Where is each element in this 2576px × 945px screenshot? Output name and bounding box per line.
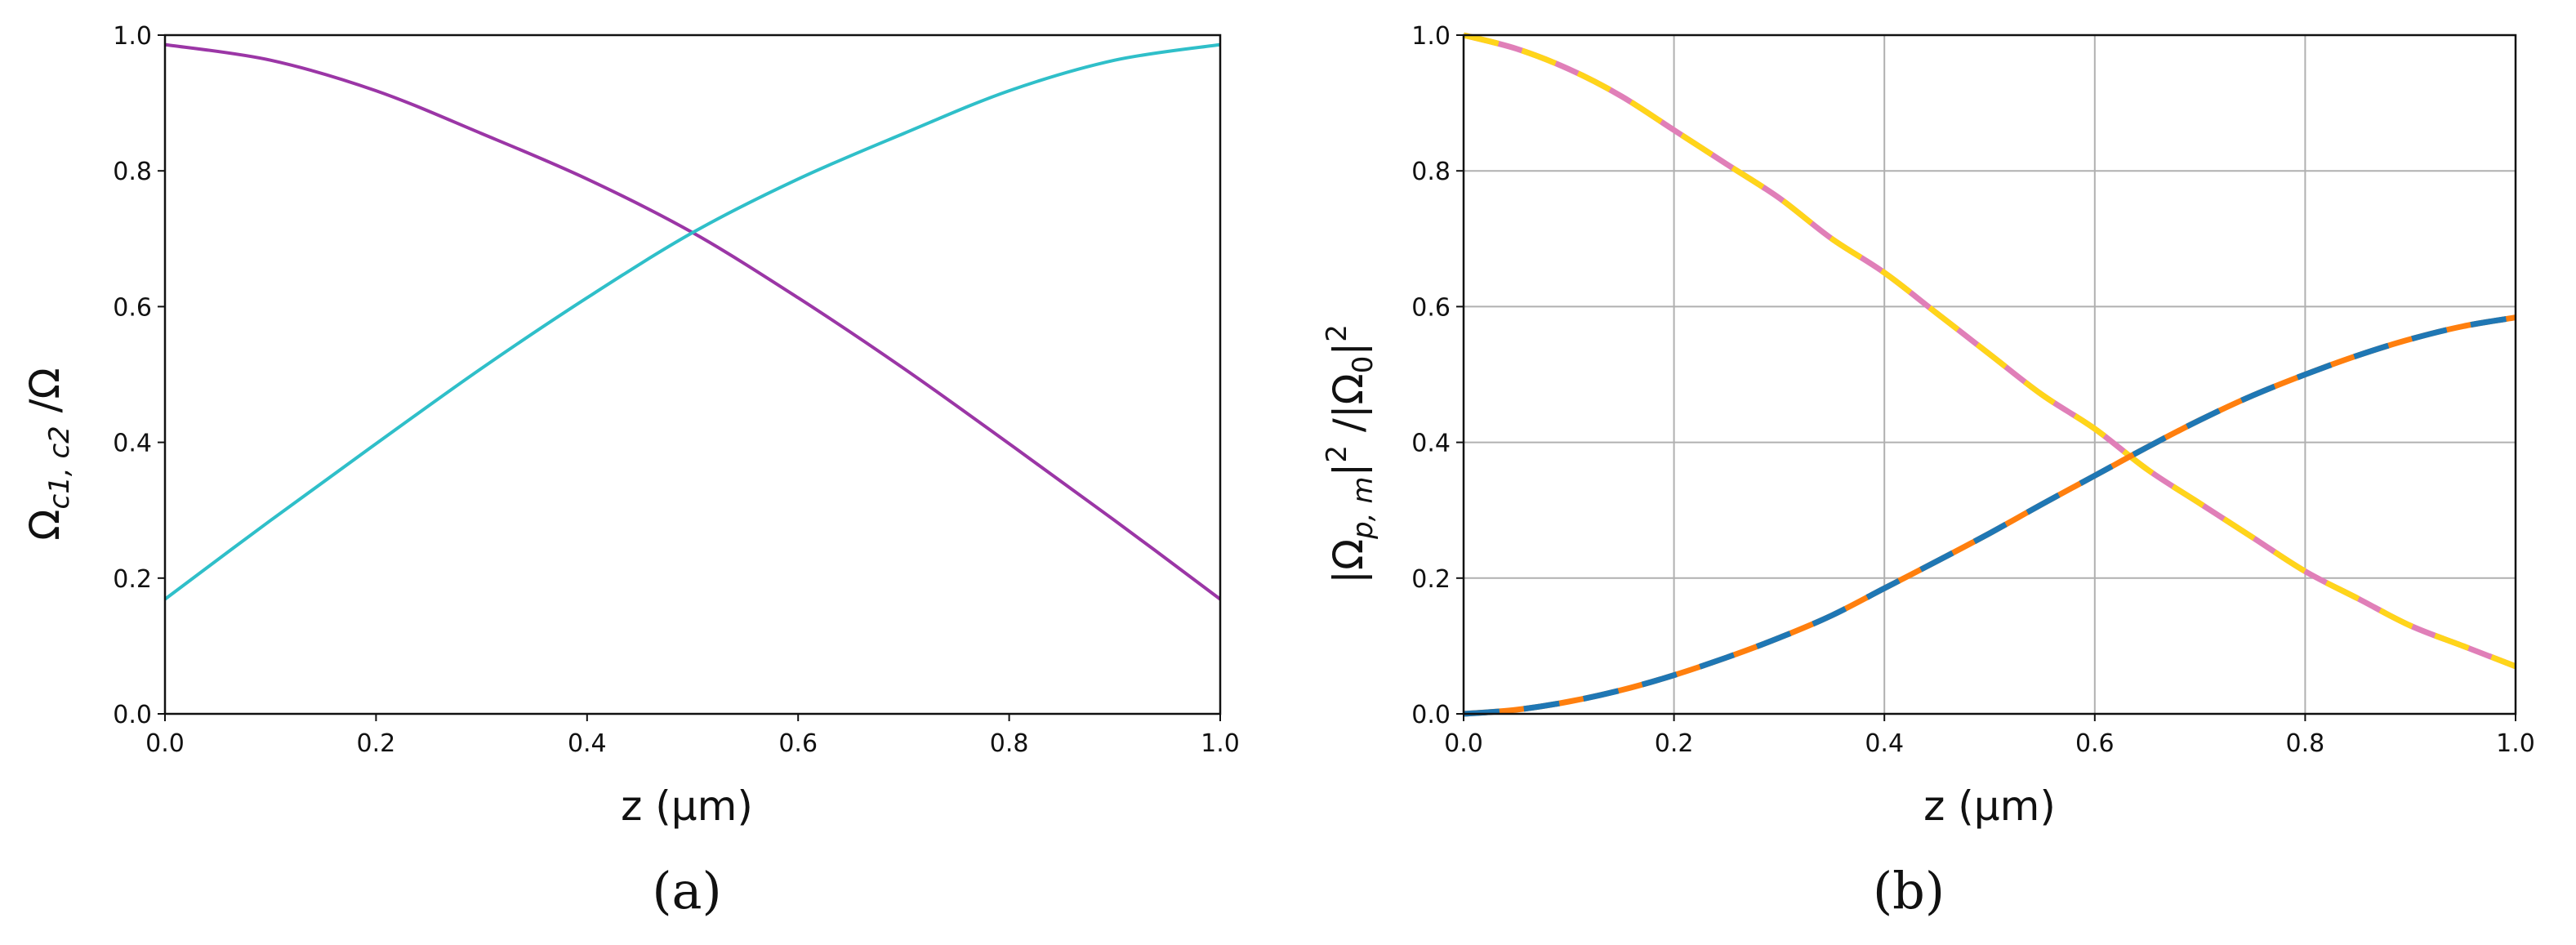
chart-b-panel-label: (b) (1873, 861, 1945, 920)
chart-b-grid (1463, 34, 2516, 715)
chart-b-xtick-label: 0.2 (1655, 729, 1694, 758)
chart-b-series-2-line (1463, 314, 2516, 717)
chart-b-ytick-label: 0.6 (1411, 293, 1451, 322)
chart-b-xlabel: z (μm) (1923, 782, 2056, 830)
chart-b-ytick-label: 0.8 (1411, 158, 1451, 186)
chart-a-xtick-label: 0.0 (145, 729, 185, 758)
chart-a-xtick-label: 0.4 (568, 729, 607, 758)
chart-b-ylabel-b: | (1325, 463, 1372, 477)
chart-a-ytick-label: 0.8 (113, 158, 152, 186)
chart-a-ytick-label: 1.0 (113, 22, 152, 51)
chart-panel-b: 0.0 0.2 0.4 0.6 0.8 1.0 0.0 0.2 0.4 0.6 0.8 1.0 |Ωp… (1321, 22, 2535, 920)
chart-a-ylabel-sub: c1, c2 (43, 426, 76, 509)
chart-a-xtick-label: 1.0 (1201, 729, 1240, 758)
chart-a-ytick-label: 0.6 (113, 293, 152, 322)
chart-b-series-lines (1463, 32, 2517, 717)
chart-a-ylabel: Ωc1, c2 /Ω (21, 368, 76, 540)
chart-b-ylabel-sub1: p, m (1347, 477, 1379, 540)
chart-a-ylabel-tail: /Ω (21, 368, 69, 426)
chart-b-ylabel: |Ωp, m|2 /|Ω0|2 (1321, 324, 1379, 584)
chart-b-ylabel-a: |Ω (1325, 539, 1372, 584)
chart-b-xtick-label: 0.4 (1865, 729, 1904, 758)
chart-b-xtick-label: 0.8 (2286, 729, 2325, 758)
chart-b-ytick-label: 1.0 (1411, 22, 1451, 51)
chart-a-ytick-label: 0.2 (113, 565, 152, 594)
chart-b-xtick-label: 0.0 (1444, 729, 1483, 758)
chart-b-ylabel-d: | (1325, 342, 1372, 356)
chart-b-xtick-label: 0.6 (2075, 729, 2115, 758)
chart-a-ytick-label: 0.0 (113, 701, 152, 729)
chart-b-ylabel-sup2: 2 (1321, 324, 1353, 342)
chart-b-ylabel-c: /|Ω (1325, 373, 1372, 445)
chart-a-ylabel-main: Ω (21, 510, 69, 541)
chart-b-plot-frame (1462, 33, 2517, 715)
chart-b-ylabel-sub2: 0 (1347, 356, 1379, 374)
chart-a-xlabel: z (μm) (621, 782, 753, 830)
chart-b-series-1-line (1463, 32, 2517, 670)
chart-b-ytick-label: 0.4 (1411, 430, 1451, 458)
chart-a-xtick-label: 0.2 (357, 729, 396, 758)
chart-b-ylabel-sup1: 2 (1321, 445, 1353, 463)
chart-b-series-3-line (1463, 314, 2516, 717)
chart-a-plot-frame (163, 33, 1222, 715)
chart-a-series-lines (163, 42, 1222, 601)
chart-a-series-0-line (164, 42, 1222, 601)
chart-b-ytick-label: 0.2 (1411, 565, 1451, 594)
chart-b-ticks: 0.0 0.2 0.4 0.6 0.8 1.0 0.0 0.2 0.4 0.6 0.8 1.0 (1411, 22, 2535, 758)
chart-b-xtick-label: 1.0 (2496, 729, 2535, 758)
chart-a-series-1-line (163, 42, 1221, 601)
chart-a-ticks: 0.0 0.2 0.4 0.6 0.8 1.0 0.0 0.2 0.4 0.6 0.8 1.0 (113, 22, 1240, 758)
chart-a-panel-label: (a) (652, 861, 721, 920)
chart-a-ytick-label: 0.4 (113, 430, 152, 458)
chart-b-ytick-label: 0.0 (1411, 701, 1451, 729)
chart-a-xtick-label: 0.6 (778, 729, 818, 758)
chart-panel-a: 0.0 0.2 0.4 0.6 0.8 1.0 0.0 0.2 0.4 0.6 0.8 1.0 Ωc1… (21, 22, 1240, 920)
chart-a-xtick-label: 0.8 (990, 729, 1029, 758)
